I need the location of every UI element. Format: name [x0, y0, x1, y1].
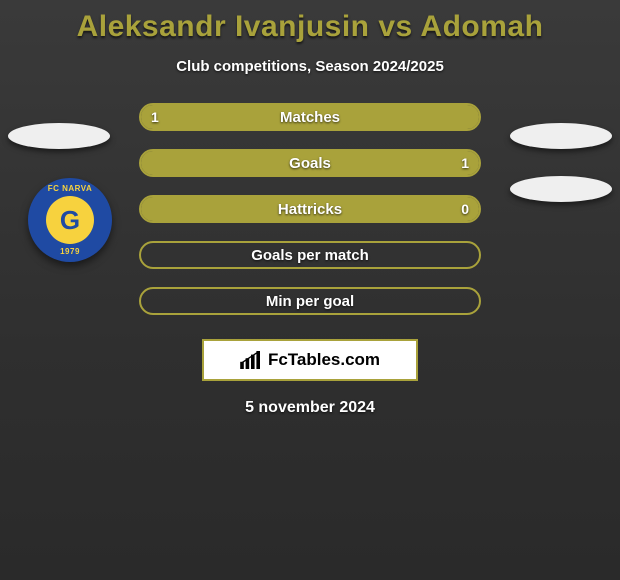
page-subtitle: Club competitions, Season 2024/2025	[0, 58, 620, 75]
stat-right-value: 0	[461, 201, 469, 217]
stat-label: Hattricks	[278, 201, 342, 218]
badge-letter: G	[46, 196, 94, 244]
page-title: Aleksandr Ivanjusin vs Adomah	[0, 10, 620, 44]
player-right-photo-placeholder	[510, 123, 612, 149]
club-right-logo-placeholder	[510, 176, 612, 202]
stat-label: Goals per match	[251, 247, 369, 264]
stat-row-hattricks: Hattricks 0	[139, 195, 481, 223]
brand-box[interactable]: FcTables.com	[202, 339, 418, 381]
badge-year: 1979	[60, 247, 80, 256]
stat-row-matches: 1 Matches	[139, 103, 481, 131]
date-stamp: 5 november 2024	[0, 399, 620, 417]
stat-label: Matches	[280, 109, 340, 126]
stat-label: Goals	[289, 155, 331, 172]
brand-text: FcTables.com	[268, 350, 380, 370]
bar-chart-icon	[240, 351, 262, 369]
stat-label: Min per goal	[266, 293, 354, 310]
club-left-badge: FC NARVA G 1979	[28, 178, 112, 262]
stat-row-min-per-goal: Min per goal	[139, 287, 481, 315]
stat-row-goals: Goals 1	[139, 149, 481, 177]
badge-top-text: FC NARVA	[48, 184, 93, 193]
comparison-card: Aleksandr Ivanjusin vs Adomah Club compe…	[0, 0, 620, 580]
stat-row-goals-per-match: Goals per match	[139, 241, 481, 269]
player-left-photo-placeholder	[8, 123, 110, 149]
stat-left-value: 1	[151, 109, 159, 125]
stat-right-value: 1	[461, 155, 469, 171]
